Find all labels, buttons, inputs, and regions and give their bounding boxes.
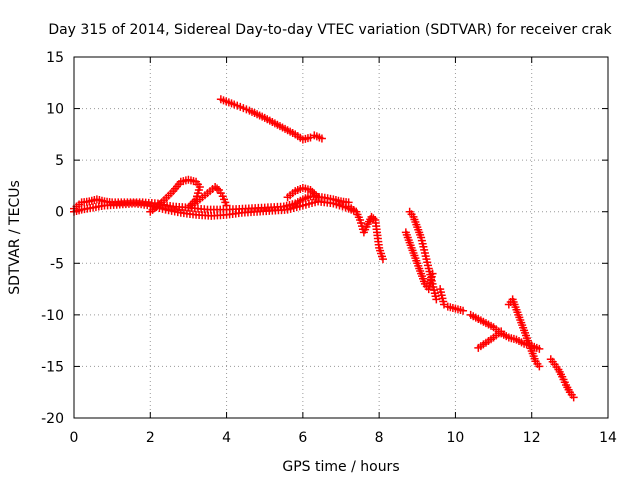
series-tail-12.5-13.1h <box>546 355 578 402</box>
y-tick-label: -5 <box>50 256 64 272</box>
data-point <box>369 214 378 223</box>
y-tick-label: 0 <box>55 205 64 221</box>
x-tick-label: 14 <box>599 430 617 446</box>
data-point <box>459 306 468 315</box>
data-point <box>306 186 315 195</box>
y-tick-label: 15 <box>46 50 64 66</box>
data-point <box>314 193 323 202</box>
chart-title: Day 315 of 2014, Sidereal Day-to-day VTE… <box>48 22 612 38</box>
data-point <box>569 393 578 402</box>
data-point <box>432 295 441 304</box>
x-tick-label: 6 <box>298 430 307 446</box>
tick-labels: 0 2 4 6 8 10 12 14 -20 -15 -10 -5 0 5 10 15 <box>41 50 617 446</box>
x-tick-label: 8 <box>375 430 384 446</box>
y-tick-label: -10 <box>41 308 64 324</box>
grid <box>74 57 608 418</box>
series-cluster-9.6-10.2h <box>436 285 468 315</box>
data-point <box>222 201 231 210</box>
y-axis-label: SDTVAR / TECUs <box>7 180 23 295</box>
series-arc-near-3h <box>146 175 204 216</box>
ticks <box>73 56 609 419</box>
series-arc-near-3.7h <box>188 182 231 210</box>
data-point <box>535 344 544 353</box>
series-spike-11.5-12.2h <box>504 295 544 371</box>
data-point <box>378 255 387 264</box>
plot-frame <box>73 56 609 419</box>
series-band-main-lower <box>70 197 361 220</box>
data-point <box>310 189 319 198</box>
series-upper-branch <box>216 95 326 144</box>
y-tick-label: -15 <box>41 359 64 375</box>
x-tick-label: 4 <box>222 430 231 446</box>
y-tick-label: 10 <box>46 102 64 118</box>
series-arc-near-6h <box>283 183 323 202</box>
data-point <box>497 327 506 336</box>
data-point <box>312 191 321 200</box>
x-tick-label: 12 <box>523 430 541 446</box>
data-point <box>213 184 222 193</box>
data-points <box>70 95 578 402</box>
x-tick-label: 10 <box>447 430 465 446</box>
series-drop-7.2-8.0h <box>344 202 387 264</box>
series-cluster-8.7-9.3h <box>401 228 437 294</box>
x-tick-label: 2 <box>146 430 155 446</box>
y-tick-label: -20 <box>41 411 64 427</box>
data-point <box>535 362 544 371</box>
series-cluster-10.5-12.2h <box>466 310 544 353</box>
series-line-8.8-9.2h <box>405 207 441 304</box>
series-branch-10.6-11.2h <box>474 327 506 352</box>
x-tick-label: 0 <box>70 430 79 446</box>
x-axis-label: GPS time / hours <box>282 459 399 475</box>
y-tick-label: 5 <box>55 153 64 169</box>
data-point <box>317 134 326 143</box>
data-point <box>308 187 317 196</box>
